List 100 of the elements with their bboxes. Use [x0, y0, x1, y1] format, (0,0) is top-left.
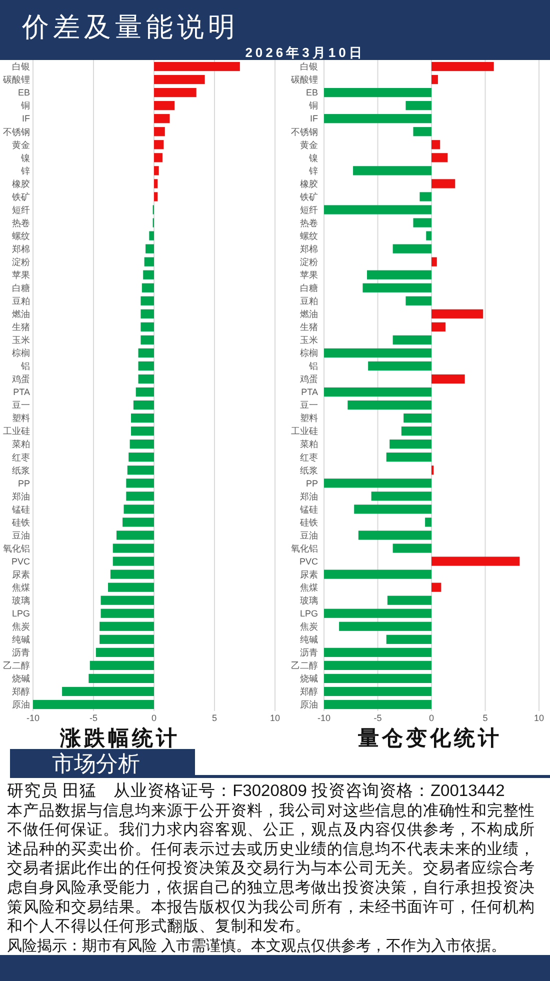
bar: [387, 596, 432, 605]
bar: [154, 101, 175, 110]
y-tick-label: 沥青: [12, 648, 30, 658]
bar: [90, 660, 154, 670]
bar: [112, 556, 154, 566]
bar: [140, 296, 154, 306]
x-tick-label: -10: [317, 713, 331, 723]
bar: [368, 361, 432, 371]
y-tick-label: 豆一: [12, 400, 30, 410]
bar: [324, 660, 432, 670]
bar: [154, 127, 165, 136]
y-tick-label: 尿素: [300, 569, 318, 580]
bar: [432, 179, 456, 188]
bar: [130, 440, 154, 449]
bar: [324, 205, 432, 214]
bar: [392, 244, 432, 254]
bar: [154, 88, 196, 98]
text: 市场分析: [52, 751, 140, 776]
bar: [432, 309, 484, 318]
y-tick-label: 碳酸锂: [290, 74, 318, 85]
bar: [143, 270, 154, 280]
bar: [140, 322, 154, 332]
bar: [154, 114, 170, 124]
y-tick-label: 郑棉: [12, 244, 30, 254]
bar: [126, 492, 154, 501]
y-tick-label: 乙二醇: [291, 660, 318, 671]
bar: [127, 466, 154, 475]
y-tick-label: 淀粉: [12, 256, 30, 267]
y-tick-label: 白糖: [12, 283, 30, 293]
y-tick-label: 锌: [308, 166, 318, 176]
y-tick-label: 鸡蛋: [11, 374, 30, 384]
y-tick-label: 豆粕: [300, 296, 318, 306]
y-tick-label: 焦炭: [12, 622, 30, 632]
bar: [112, 544, 154, 553]
bar: [324, 478, 432, 488]
y-tick-label: IF: [22, 114, 30, 124]
y-tick-label: 原油: [300, 700, 318, 710]
y-tick-label: 玻璃: [12, 595, 30, 606]
y-tick-label: 棕榈: [300, 348, 318, 358]
y-tick-label: 工业硅: [291, 426, 318, 436]
bar: [124, 504, 154, 514]
text: 研究员 田猛 从业资格证号：F3020809 投资咨询资格：Z0013442: [7, 781, 505, 800]
bar: [100, 634, 154, 644]
bar: [432, 62, 494, 72]
y-tick-label: 硅铁: [299, 517, 318, 528]
bar: [96, 648, 154, 657]
bar: [324, 608, 432, 618]
bar: [348, 400, 432, 410]
y-tick-label: 烧碱: [300, 674, 318, 684]
y-tick-label: EB: [306, 88, 318, 98]
text: 风险揭示：期市有风险 入市需谨慎。本文观点仅供参考，不作为入市依据。: [7, 937, 506, 954]
y-tick-label: IF: [310, 114, 318, 124]
bar: [406, 296, 432, 306]
y-tick-label: 燃油: [300, 309, 318, 320]
x-tick-label: 5: [482, 713, 488, 723]
bar: [142, 283, 154, 292]
y-tick-label: 豆油: [300, 530, 318, 540]
bar: [354, 504, 432, 514]
bar: [324, 648, 432, 657]
y-tick-label: 豆一: [300, 400, 318, 410]
y-tick-label: PVC: [299, 556, 318, 566]
y-tick-label: 淀粉: [300, 256, 318, 267]
bar: [138, 374, 154, 384]
bar: [128, 452, 154, 462]
bar: [324, 88, 432, 98]
y-tick-label: 郑棉: [300, 244, 318, 254]
bar: [144, 257, 154, 266]
bar: [386, 634, 432, 644]
y-tick-label: 短纤: [300, 204, 318, 215]
y-tick-label: 苹果: [300, 270, 318, 280]
x-tick-label: -5: [89, 713, 98, 723]
bar: [324, 387, 432, 397]
y-tick-label: 塑料: [12, 413, 30, 424]
y-tick-label: 生猪: [12, 322, 30, 332]
x-tick-label: 10: [270, 713, 280, 723]
y-tick-label: 原油: [12, 700, 30, 710]
y-tick-label: 工业硅: [3, 426, 30, 436]
bar: [100, 608, 154, 618]
bar: [324, 700, 432, 710]
bar: [131, 413, 154, 423]
y-tick-label: 菜粕: [300, 439, 318, 450]
bar: [432, 556, 520, 566]
y-tick-label: 纯碱: [12, 634, 30, 645]
y-tick-label: 橡胶: [12, 178, 30, 189]
y-tick-label: PTA: [301, 387, 318, 398]
bar: [154, 62, 240, 72]
y-tick-label: 焦煤: [300, 582, 318, 592]
bar: [392, 544, 432, 553]
bar: [425, 518, 432, 527]
y-tick-label: LPG: [12, 608, 30, 618]
y-tick-label: 玻璃: [300, 595, 318, 606]
y-tick-label: 豆油: [12, 530, 30, 540]
bar: [362, 283, 432, 292]
bar: [420, 192, 432, 202]
y-tick-label: 铁矿: [299, 192, 318, 202]
y-tick-label: 橡胶: [300, 178, 318, 189]
x-axis-title: 涨跌幅统计: [59, 725, 180, 750]
y-tick-label: 纸浆: [12, 465, 30, 476]
bar: [413, 127, 432, 136]
bar: [140, 335, 154, 344]
